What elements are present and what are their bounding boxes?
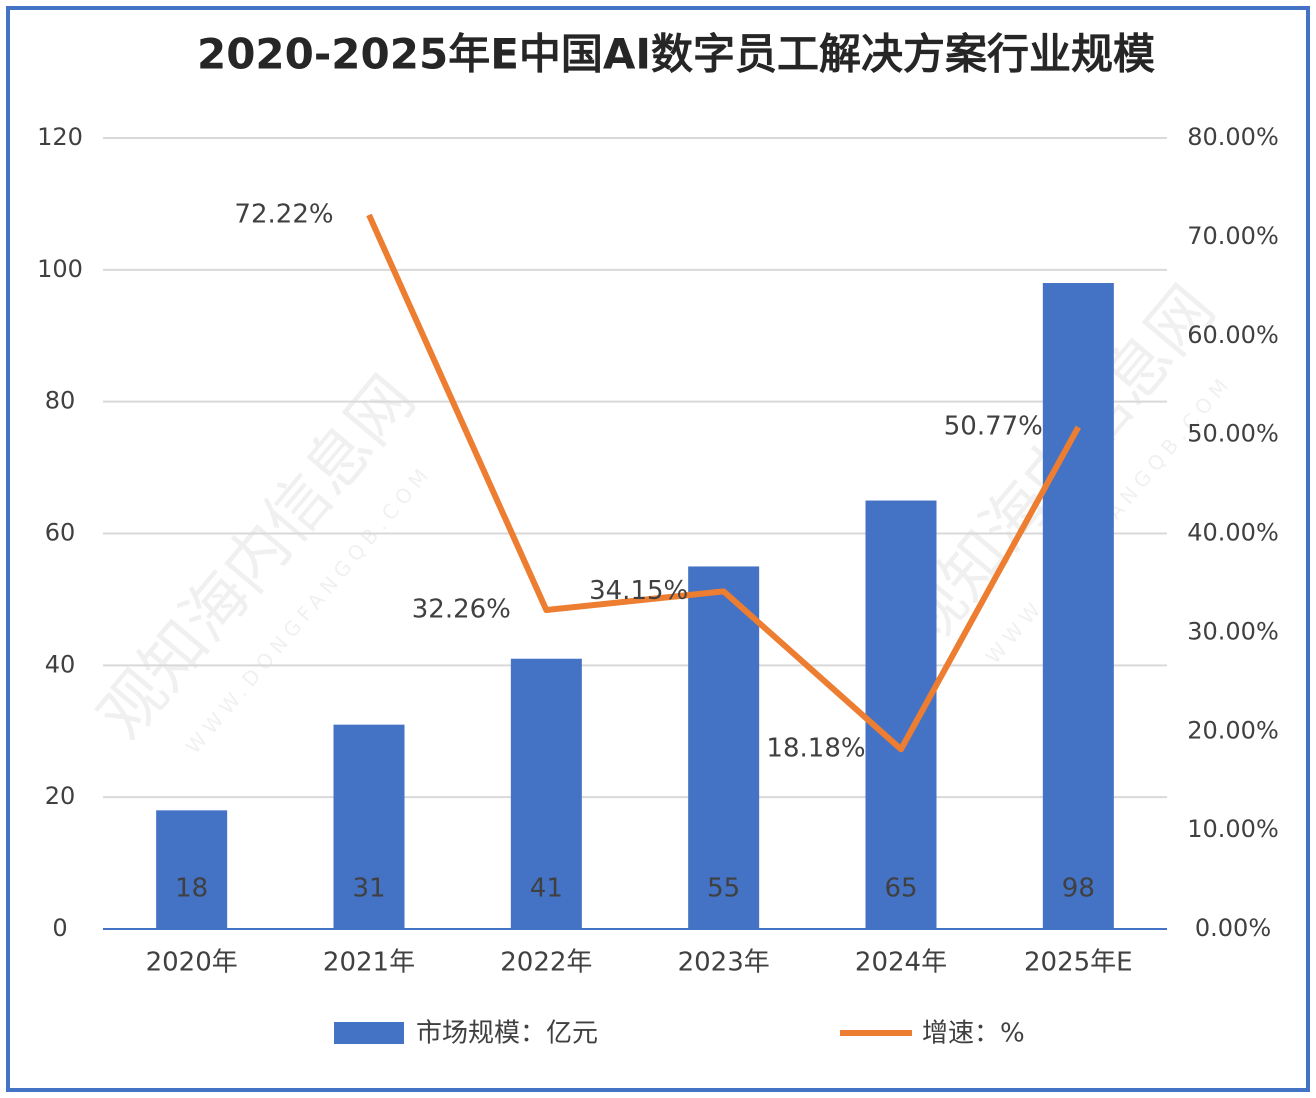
y-tick-label: 100 [37,255,83,283]
bar-value-label: 41 [530,874,563,904]
x-tick-label: 2024年 [855,948,947,978]
bar-value-label: 98 [1062,874,1095,904]
bar [688,566,760,929]
x-tick-label: 2021年 [323,948,415,978]
x-tick-label: 2022年 [500,948,592,978]
y2-tick-label: 50.00% [1187,420,1279,448]
y2-tick-label: 20.00% [1187,716,1279,744]
chart-title: 2020-2025年E中国AI数字员工解决方案行业规模 [197,30,1155,79]
bar [156,810,228,929]
bar-value-label: 31 [352,874,385,904]
y-tick-label: 120 [37,123,83,151]
y-tick-label: 40 [45,650,76,678]
bar-value-label: 65 [884,874,917,904]
line-value-label: 18.18% [766,734,865,764]
line-value-label: 34.15% [589,576,688,606]
legend-label: 增速：% [922,1019,1025,1049]
bar [865,500,937,929]
y-tick-label: 20 [45,782,76,810]
x-tick-label: 2023年 [678,948,770,978]
bar [1042,283,1114,929]
bar-value-label: 18 [175,874,208,904]
y-tick-label: 60 [45,519,76,547]
bar-value-label: 55 [707,874,740,904]
legend-swatch [334,1022,404,1044]
legend-label: 市场规模：亿元 [416,1019,598,1049]
y-tick-label: 0 [52,914,67,942]
y2-tick-label: 0.00% [1195,914,1271,942]
y2-tick-label: 80.00% [1187,123,1279,151]
y2-tick-label: 40.00% [1187,519,1279,547]
y2-tick-label: 10.00% [1187,815,1279,843]
line [366,213,1081,753]
line-value-label: 32.26% [412,595,511,625]
y-tick-label: 80 [45,387,76,415]
y2-tick-label: 30.00% [1187,617,1279,645]
bar [333,724,405,929]
bar [510,658,582,929]
line-value-label: 50.77% [944,412,1043,442]
x-tick-label: 2025年E [1024,948,1133,978]
x-tick-label: 2020年 [146,948,238,978]
line-value-label: 72.22% [234,199,333,229]
y2-tick-label: 70.00% [1187,222,1279,250]
y2-tick-label: 60.00% [1187,321,1279,349]
